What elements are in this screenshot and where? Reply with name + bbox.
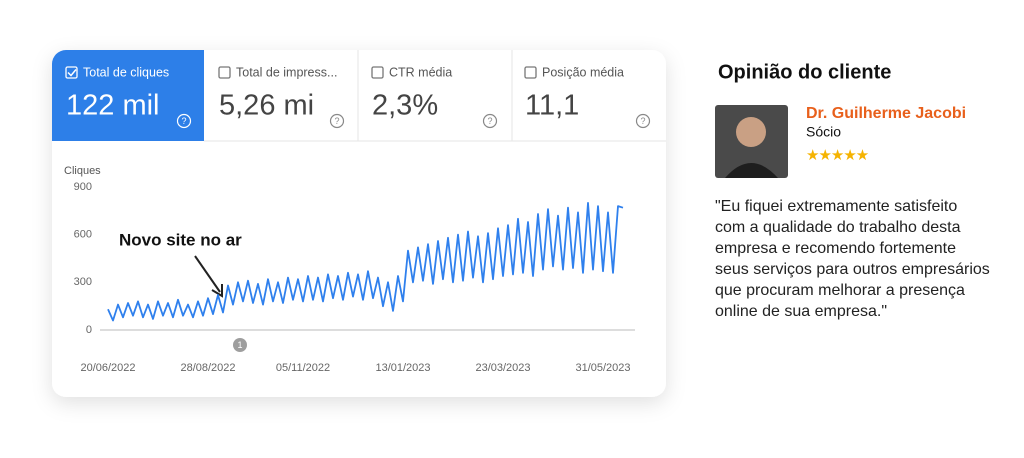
checkbox[interactable] <box>218 66 231 79</box>
metric-label: CTR média <box>389 65 452 79</box>
help-icon-mark: ? <box>334 116 339 126</box>
help-icon <box>635 113 651 129</box>
metric-label: Total de cliques <box>83 65 169 79</box>
checkbox[interactable] <box>524 66 537 79</box>
active-tab[interactable] <box>52 50 204 141</box>
x-tick-label: 23/03/2023 <box>475 362 530 374</box>
rating-stars: ★★★★★ <box>806 147 869 164</box>
help-icon-mark: ? <box>640 116 645 126</box>
metric-value: 11,1 <box>525 90 579 122</box>
x-tick-label: 13/01/2023 <box>375 362 430 374</box>
client-role: Sócio <box>806 124 841 140</box>
annotation: Novo site no ar <box>119 230 242 249</box>
help-icon-mark: ? <box>487 116 492 126</box>
y-tick-label: 0 <box>86 324 92 336</box>
help-icon <box>329 113 345 129</box>
client-photo-face <box>736 117 766 147</box>
metric-value: 5,26 mi <box>219 90 314 122</box>
y-tick-label: 300 <box>74 276 92 288</box>
client-photo-body <box>725 163 778 178</box>
line-series <box>107 202 624 322</box>
metric-value: 2,3% <box>372 90 438 122</box>
metric-label: Total de impress... <box>236 65 337 79</box>
y-tick-label: 900 <box>74 181 92 193</box>
checkbox[interactable] <box>371 66 384 79</box>
checkmark <box>67 69 77 77</box>
x-tick-label: 05/11/2022 <box>276 362 330 374</box>
arrow-head <box>211 284 223 298</box>
y-tick-label: 600 <box>74 229 92 241</box>
event-marker[interactable] <box>233 338 247 352</box>
testimonial-title: Opinião do cliente <box>718 61 891 83</box>
x-tick-label: 20/06/2022 <box>80 362 135 374</box>
client-name: Dr. Guilherme Jacobi <box>806 105 966 122</box>
x-tick-label: 31/05/2023 <box>575 362 630 374</box>
help-icon <box>482 113 498 129</box>
event-marker-label: 1 <box>237 340 242 350</box>
quote: "Eu fiquei extremamente satisfeito com a… <box>715 198 990 320</box>
y-axis-title: Cliques <box>64 165 101 177</box>
arrow <box>194 255 221 293</box>
checkbox[interactable] <box>65 66 78 79</box>
help-icon <box>176 113 192 129</box>
metric-value: 122 mil <box>66 90 160 122</box>
x-tick-label: 28/08/2022 <box>180 362 235 374</box>
help-icon-mark: ? <box>181 116 186 126</box>
metric-label: Posição média <box>542 65 624 79</box>
